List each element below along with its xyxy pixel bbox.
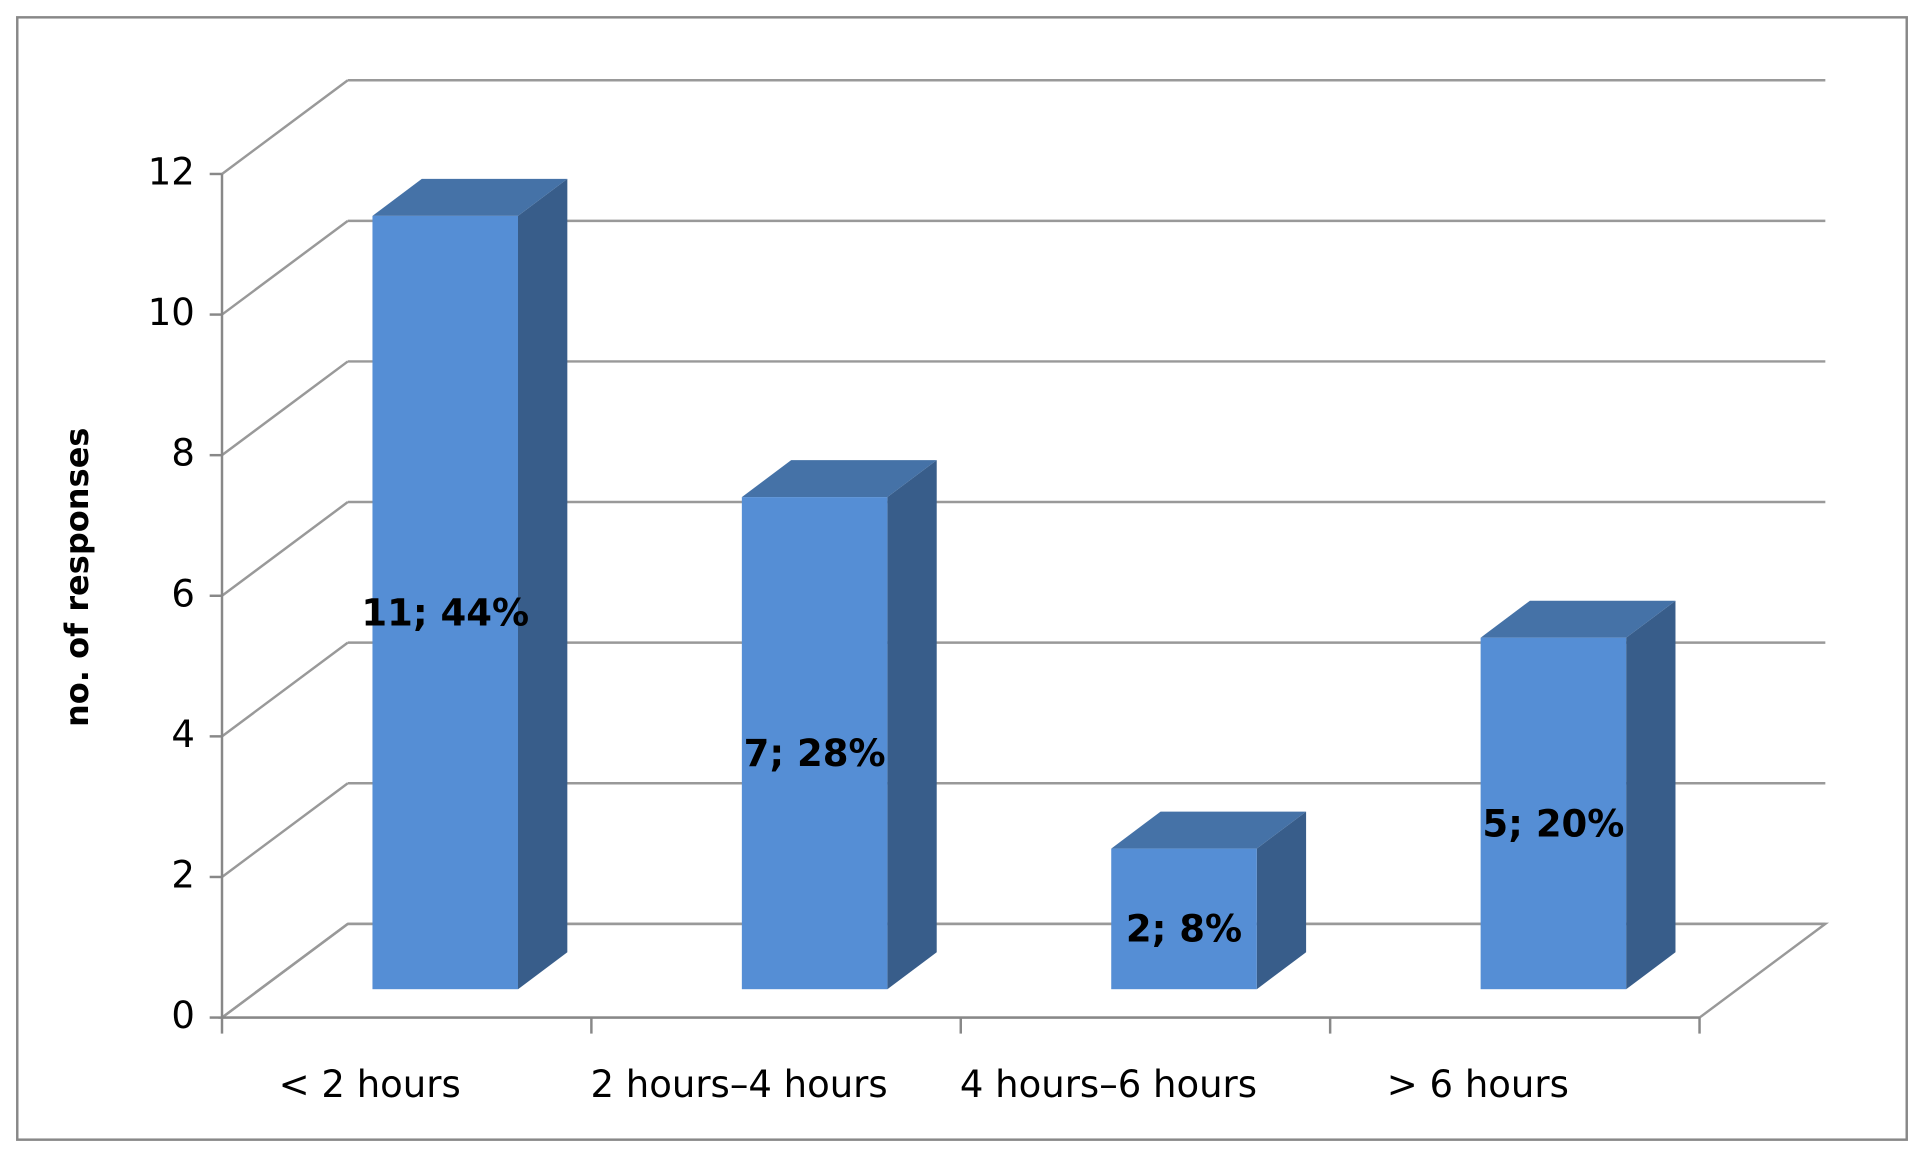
bar <box>372 215 518 990</box>
data-label: 5; 20% <box>1482 802 1624 845</box>
bar <box>1111 848 1257 990</box>
bar-top <box>741 460 937 498</box>
plot-area: 0 2 4 6 8 10 12 < 2 hours 11; 44% 2 hours–4 hours… <box>148 79 1830 1106</box>
grid-line-side <box>221 922 349 1019</box>
y-tick-label: 8 <box>171 432 195 475</box>
x-tick-label: 4 hours–6 hours <box>960 1063 1257 1106</box>
y-tick-label: 4 <box>171 713 195 756</box>
x-tick-label: < 2 hours <box>279 1063 461 1106</box>
bar-side <box>1256 811 1307 990</box>
bar-side <box>518 178 568 990</box>
x-tick-label: > 6 hours <box>1387 1063 1569 1106</box>
bar <box>1480 637 1627 990</box>
data-label: 11; 44% <box>361 591 529 634</box>
data-label: 7; 28% <box>744 732 886 775</box>
bar-side <box>1626 600 1676 990</box>
y-tick-label: 12 <box>148 150 195 193</box>
grid-line-side <box>221 641 349 738</box>
y-axis-title: no. of responses <box>58 427 96 727</box>
bar-top <box>1480 600 1676 638</box>
grid-line-side <box>221 782 349 878</box>
y-tick-label: 6 <box>171 572 195 615</box>
grid-line-side <box>221 360 349 457</box>
y-tick-label: 2 <box>171 853 195 896</box>
grid-line-side <box>221 219 349 316</box>
bar-side <box>887 460 937 990</box>
y-tick-label: 0 <box>171 994 195 1037</box>
y-tick-label: 10 <box>148 291 195 334</box>
bar-top <box>372 178 568 216</box>
bar-top <box>1111 811 1307 849</box>
grid-line-side <box>221 501 349 597</box>
grid-line-side <box>221 79 349 175</box>
bar <box>741 497 888 990</box>
data-label: 2; 8% <box>1126 908 1242 951</box>
x-tick-label: 2 hours–4 hours <box>590 1063 887 1106</box>
